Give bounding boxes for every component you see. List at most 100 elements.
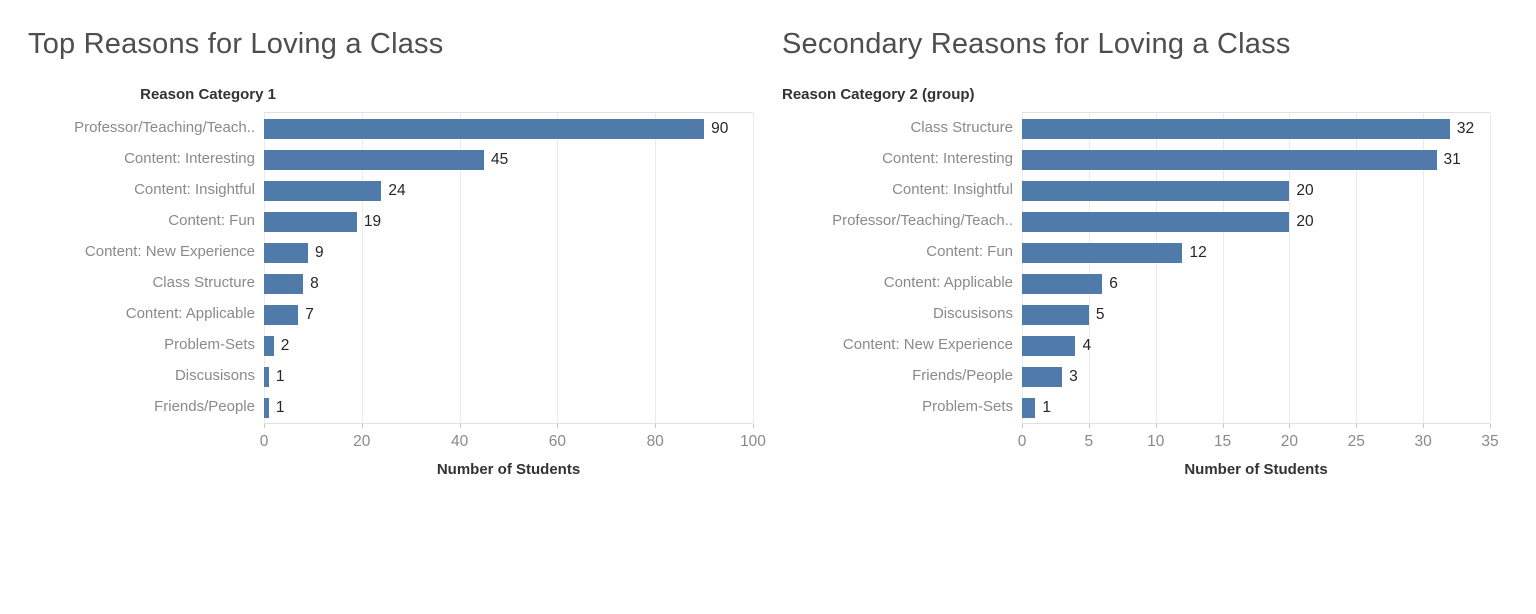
row-label: Friends/People	[912, 367, 1013, 384]
bar[interactable]	[1022, 335, 1076, 356]
bars-layer: 90 45 24 19 9 8 7 2 1 1	[264, 113, 753, 423]
row-label: Content: Interesting	[124, 150, 255, 167]
x-tick-label: 5	[1084, 433, 1094, 450]
x-axis-title: Number of Students	[1184, 461, 1328, 478]
x-axis-tickmark	[1289, 424, 1291, 428]
value-label: 5	[1095, 305, 1105, 323]
chart-panel-top-reasons: Top Reasons for Loving a Class Reason Ca…	[28, 28, 766, 478]
bar-row: 20	[1022, 206, 1490, 237]
x-axis-tickmark	[1088, 424, 1090, 428]
x-tick-label: 20	[353, 433, 371, 450]
bar-row: 3	[1022, 361, 1490, 392]
bar-row: 1	[264, 392, 753, 423]
plot-area: 32 31 20 20 12 6 5 4 3 1	[1022, 112, 1491, 424]
row-label: Friends/People	[154, 398, 255, 415]
x-axis-tickmark	[361, 424, 363, 428]
bar[interactable]	[1022, 180, 1290, 201]
bar[interactable]	[264, 149, 485, 170]
row-label: Content: Applicable	[883, 274, 1013, 291]
bar[interactable]	[1022, 118, 1450, 139]
bar-row: 7	[264, 299, 753, 330]
row-label: Problem-Sets	[922, 398, 1013, 415]
chart-title: Top Reasons for Loving a Class	[28, 28, 444, 60]
x-axis-tickmark	[1022, 424, 1023, 428]
x-axis-tickmark	[655, 424, 657, 428]
x-tick-label: 100	[740, 433, 766, 450]
bar[interactable]	[1022, 304, 1089, 325]
gridline	[1423, 113, 1425, 423]
x-tick-label: 25	[1347, 433, 1365, 450]
value-label: 24	[388, 181, 406, 199]
row-label: Professor/Teaching/Teach..	[74, 119, 255, 136]
row-label: Content: Fun	[926, 243, 1013, 260]
bar-row: 45	[264, 144, 753, 175]
x-tick-label: 30	[1414, 433, 1432, 450]
bar[interactable]	[264, 211, 357, 232]
gridline	[459, 113, 461, 423]
bar[interactable]	[1022, 149, 1437, 170]
row-label: Class Structure	[152, 274, 255, 291]
bar[interactable]	[264, 118, 705, 139]
gridline	[1222, 113, 1224, 423]
row-label: Content: New Experience	[84, 243, 255, 260]
bar-row: 6	[1022, 268, 1490, 299]
chart-panel-secondary-reasons: Secondary Reasons for Loving a Class Rea…	[768, 0, 1536, 614]
gridline	[1155, 113, 1157, 423]
x-tick-label: 80	[646, 433, 664, 450]
value-label: 7	[305, 305, 314, 323]
row-label: Discusisons	[174, 367, 255, 384]
bar[interactable]	[264, 366, 269, 387]
row-label: Content: Insightful	[134, 181, 255, 198]
value-label: 1	[1042, 398, 1051, 416]
x-axis-title: Number of Students	[436, 461, 581, 478]
gridline	[655, 113, 657, 423]
bar[interactable]	[1022, 273, 1103, 294]
row-label: Content: Fun	[168, 212, 255, 229]
row-label: Content: New Experience	[842, 336, 1013, 353]
x-tick-label: 15	[1213, 433, 1232, 450]
bar-row: 4	[1022, 330, 1490, 361]
bar[interactable]	[264, 335, 274, 356]
bars-layer: 32 31 20 20 12 6 5 4 3 1	[1022, 113, 1490, 423]
gridline	[264, 113, 265, 423]
gridline	[1490, 113, 1491, 423]
row-label: Content: Applicable	[125, 305, 255, 322]
value-label: 31	[1443, 150, 1461, 168]
bar[interactable]	[1022, 397, 1036, 418]
value-label: 45	[491, 150, 509, 168]
bar-row: 20	[1022, 175, 1490, 206]
x-axis-tickmark	[1490, 424, 1491, 428]
value-label: 90	[711, 119, 729, 137]
bar-row: 1	[1022, 392, 1490, 423]
gridline	[1022, 113, 1023, 423]
x-tick-label: 35	[1481, 433, 1499, 450]
value-label: 6	[1109, 274, 1118, 292]
gridlines-layer	[1022, 113, 1491, 423]
row-label: Discusisons	[932, 305, 1013, 322]
chart-title: Secondary Reasons for Loving a Class	[782, 28, 1291, 60]
bar[interactable]	[1022, 211, 1290, 232]
bar[interactable]	[264, 397, 269, 418]
bar-row: 9	[264, 237, 753, 268]
x-axis-tickmark	[1222, 424, 1224, 428]
gridline	[1088, 113, 1090, 423]
row-label: Professor/Teaching/Teach..	[832, 212, 1013, 229]
category-axis-labels: Professor/Teaching/Teach.. Content: Inter…	[28, 112, 264, 424]
category-axis-labels: Class Structure Content: Interesting Conte…	[782, 112, 1022, 424]
bar[interactable]	[1022, 366, 1063, 387]
x-tick-label: 60	[548, 433, 567, 450]
bar-row: 24	[264, 175, 753, 206]
gridline	[753, 113, 754, 423]
value-label: 19	[363, 212, 382, 230]
category-field-label: Reason Category 1	[140, 86, 276, 103]
bar[interactable]	[264, 304, 299, 325]
bar-row: 8	[264, 268, 753, 299]
bar[interactable]	[264, 273, 304, 294]
gridline	[1289, 113, 1291, 423]
x-axis-tickmark	[753, 424, 754, 428]
bar-row: 31	[1022, 144, 1490, 175]
bar[interactable]	[264, 242, 308, 263]
bar[interactable]	[264, 180, 382, 201]
bar[interactable]	[1022, 242, 1183, 263]
value-label: 20	[1296, 212, 1314, 230]
